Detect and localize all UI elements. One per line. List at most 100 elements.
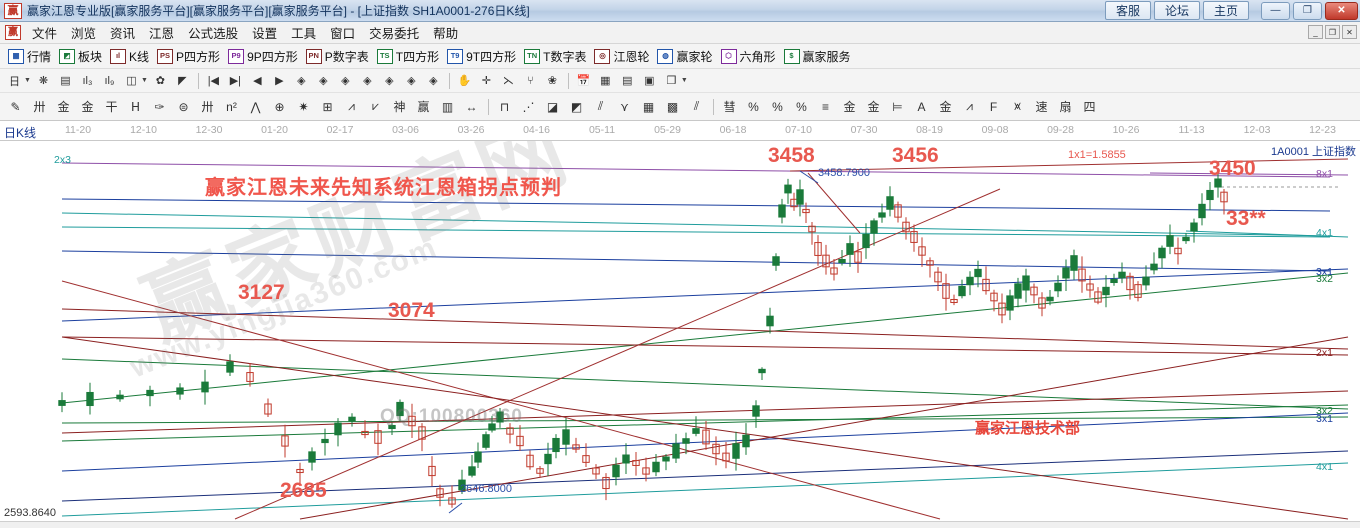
percent-tool-button[interactable]: % [748,99,759,114]
feature-winner-service[interactable]: $ 赢家服务 [782,48,857,65]
forum-button[interactable]: 论坛 [1154,1,1200,20]
zigzag-button[interactable]: ⋎ [620,99,629,114]
gold-level-button[interactable]: 金 [867,100,880,114]
zoom-out-button[interactable]: ◈ [407,75,416,87]
zoom-fit-button[interactable]: ◈ [429,75,438,87]
grid-lines-2-button[interactable]: ▩ [666,99,679,114]
mdi-minimize-button[interactable]: _ [1308,25,1323,39]
calculator-button[interactable]: ▦ [600,75,611,87]
fan-lines-red-button[interactable]: ⋰ [522,99,535,114]
overlay-indicator-button[interactable]: ❋ [38,75,49,87]
customer-service-button[interactable]: 客服 [1105,1,1151,20]
pencil-draw-button[interactable]: ✎ [10,99,21,114]
report-list-button[interactable]: ▤ [60,75,71,87]
ink-level-button[interactable]: ⊨ [892,99,903,114]
measure-button[interactable]: ↔ [465,99,478,114]
crosshair-target-button[interactable]: ⊕ [274,99,285,114]
menu-trade-order[interactable]: 交易委托 [369,27,420,41]
gann-box-button[interactable]: ◪ [546,99,559,114]
comet-tool-button[interactable]: 彗 [723,100,736,114]
notebook-button[interactable]: ▤ [622,75,633,87]
f-slope-button[interactable]: F [989,99,998,114]
crosshair-button[interactable]: ✛ [481,75,491,87]
parallel-lines-button[interactable]: ⫽ [597,99,604,113]
menu-file[interactable]: 文件 [32,27,58,41]
gann-square-button[interactable]: ◩ [570,99,583,114]
draw-angle-button[interactable]: ⋋ [502,75,514,87]
menu-browse[interactable]: 浏览 [71,27,97,41]
layout-button[interactable]: ◫ [126,75,137,87]
zoom-right-button[interactable]: ◈ [341,75,350,87]
indicator-3-button[interactable]: ıl₃ [82,74,93,87]
feature-hexagon[interactable]: ⬡ 六角形 [719,48,782,65]
feature-gann-wheel[interactable]: ◎ 江恩轮 [592,48,655,65]
menu-settings[interactable]: 设置 [252,27,278,41]
spiral-button[interactable]: ᕼ [130,99,141,114]
period-day-button[interactable]: 日 [9,75,20,88]
restore-button[interactable]: ❐ [1293,1,1322,20]
color-chart-button[interactable]: ◤ [178,75,187,87]
scroll-left-button[interactable]: ◀ [253,75,262,87]
win-tool-button[interactable]: 赢 [417,100,430,114]
angle-pair-2-button[interactable]: ⩗ [372,99,379,113]
brain-analysis-button[interactable]: ❀ [547,75,557,87]
gold-ratio-2-button[interactable]: 金 [81,100,94,114]
shen-tool-button[interactable]: 神 [393,100,406,114]
channel-button[interactable]: ⫽ [693,99,700,113]
peak-tool-button[interactable]: ⋀ [250,99,261,114]
homepage-button[interactable]: 主页 [1203,1,1249,20]
fan-button[interactable]: 扇 [1059,100,1072,114]
period-day-button-dropdown-arrow[interactable]: ▼ [24,77,31,84]
feature-p-square[interactable]: PS P四方形 [155,48,226,65]
mdi-close-button[interactable]: ✕ [1342,25,1357,39]
speed-line-button[interactable]: 速 [1035,100,1048,114]
four-slope-button[interactable]: 四 [1083,100,1096,114]
zoom-left-button[interactable]: ◈ [319,75,328,87]
feature-t-number-table[interactable]: TN T数字表 [522,48,592,65]
rect-box-button[interactable]: ⊓ [499,99,510,114]
grid-lines-button[interactable]: ▦ [642,99,655,114]
angle-pair-button[interactable]: ⩘ [348,99,355,113]
menu-window[interactable]: 窗口 [330,27,356,41]
scroll-right-button[interactable]: ▶ [275,75,284,87]
slope-2-button[interactable]: ⩙ [1014,99,1021,113]
menu-gann[interactable]: 江恩 [149,27,175,41]
menu-help[interactable]: 帮助 [433,27,459,41]
gold-circle-button[interactable]: 金 [843,100,856,114]
copy-button[interactable]: ❒ [666,75,677,87]
zoom-marker-button[interactable]: ◈ [297,75,306,87]
mdi-restore-button[interactable]: ❐ [1325,25,1340,39]
favorites-button[interactable]: ✿ [155,75,165,87]
menu-tools[interactable]: 工具 [291,27,317,41]
calendar-button[interactable]: 📅 [576,75,591,87]
feature-9t-square[interactable]: T9 9T四方形 [445,48,522,65]
square-number-button[interactable]: n² [226,99,237,114]
chart-area[interactable]: 1A0001 上证指数 [0,141,1360,521]
feature-kline[interactable]: ıl K线 [108,48,155,65]
pan-hand-button[interactable]: ✋ [457,75,472,87]
save-button[interactable]: ▣ [644,75,655,87]
percent-retrace-button[interactable]: % [772,99,783,114]
layout-button-dropdown-arrow[interactable]: ▼ [140,77,148,84]
minimize-button[interactable]: — [1261,1,1290,20]
copy-button-dropdown-arrow[interactable]: ▼ [680,77,688,84]
vertical-lines-button[interactable]: 卅 [201,100,214,114]
chart-canvas[interactable] [0,141,1360,521]
menu-news[interactable]: 资讯 [110,27,136,41]
time-lines-button[interactable]: 干 [105,100,118,114]
menu-formula-stock-pick[interactable]: 公式选股 [188,27,239,41]
last-page-button[interactable]: ▶| [229,75,242,87]
feature-t-square[interactable]: TS T四方形 [375,48,445,65]
grid-box-button[interactable]: ⊞ [322,99,333,114]
level-lines-button[interactable]: ≡ [821,99,829,114]
feature-quotes[interactable]: ▦ 行情 [6,48,57,65]
circle-cycle-button[interactable]: ⊜ [178,99,189,114]
feature-9p-square[interactable]: P9 9P四方形 [226,48,304,65]
scale-ruler-button[interactable]: ▥ [441,99,454,114]
feature-winner-wheel[interactable]: ◍ 赢家轮 [655,48,718,65]
gann-fan-lines-button[interactable]: 卅 [33,100,46,114]
fork-tool-button[interactable]: ⑂ [527,74,534,87]
zoom-in-button[interactable]: ◈ [385,75,394,87]
indicator-9-button[interactable]: ıl₉ [104,74,115,87]
zoom-horizontal-button[interactable]: ◈ [363,75,372,87]
